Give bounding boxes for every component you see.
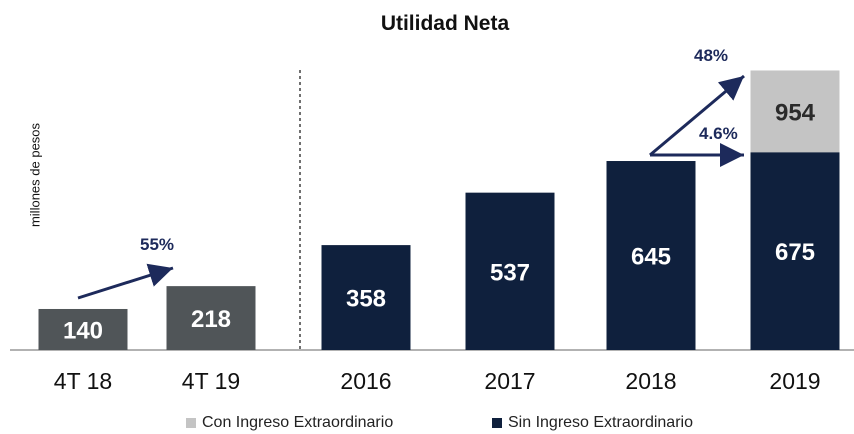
- legend-item-sin-ingreso: Sin Ingreso Extraordinario: [492, 414, 693, 432]
- growth-arrow-55: [77, 263, 174, 300]
- bar-value-label-4t19: 218: [191, 306, 231, 333]
- legend-swatch-sin-ingreso: [492, 418, 502, 428]
- bar-value-label-2019-base: 675: [775, 239, 815, 266]
- legend-label-sin-ingreso: Sin Ingreso Extraordinario: [508, 414, 693, 431]
- bar-value-label-2017: 537: [490, 259, 530, 286]
- growth-label-55: 55%: [140, 235, 174, 254]
- bar-value-label-4t18: 140: [63, 317, 103, 344]
- chart-title: Utilidad Neta: [380, 12, 510, 35]
- bar-2019-base: [750, 152, 840, 350]
- category-label-2017: 2017: [484, 368, 535, 394]
- bar-labels: 140 218 358 537 645 675 954: [63, 99, 816, 344]
- bars-group: [38, 70, 840, 350]
- bar-value-label-2016: 358: [346, 286, 386, 313]
- bar-2019-extraordinary: [750, 70, 840, 153]
- category-label-4t18: 4T 18: [54, 368, 112, 394]
- legend: Con Ingreso Extraordinario Sin Ingreso E…: [186, 414, 766, 434]
- growth-arrow-48: [649, 74, 745, 157]
- legend-label-con-ingreso: Con Ingreso Extraordinario: [202, 414, 394, 431]
- bar-value-label-2018: 645: [631, 244, 671, 271]
- growth-annotations: 55% 48% 4.6%: [77, 46, 745, 300]
- bar-2017: [465, 192, 555, 350]
- bar-2018: [606, 161, 696, 350]
- growth-label-4-6: 4.6%: [699, 124, 738, 143]
- bar-4t19: [166, 286, 256, 350]
- legend-swatch-con-ingreso: [186, 418, 196, 428]
- category-label-2016: 2016: [340, 368, 391, 394]
- bar-value-label-2019-extraordinary: 954: [775, 99, 816, 126]
- category-label-2019: 2019: [769, 368, 820, 394]
- legend-item-con-ingreso: Con Ingreso Extraordinario: [186, 414, 393, 432]
- category-label-2018: 2018: [625, 368, 676, 394]
- bar-4t18: [38, 308, 128, 350]
- growth-label-48: 48%: [694, 46, 728, 65]
- bar-2016: [321, 245, 411, 350]
- category-label-4t19: 4T 19: [182, 368, 240, 394]
- category-labels: 4T 18 4T 19 2016 2017 2018 2019: [54, 368, 821, 394]
